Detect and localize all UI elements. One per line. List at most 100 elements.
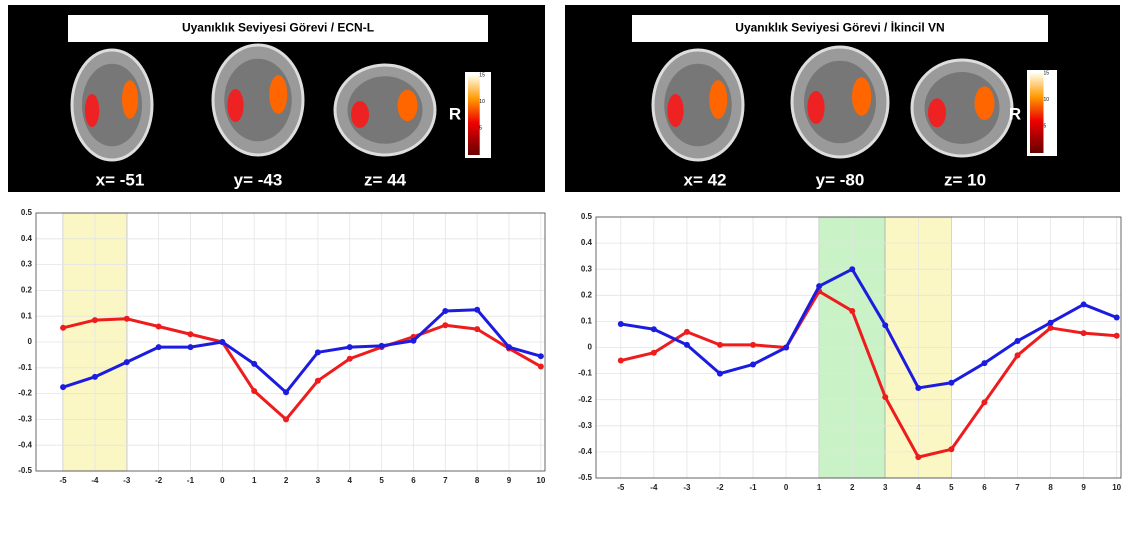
- activation: [227, 89, 243, 122]
- x-tick-label: 4: [348, 476, 353, 485]
- data-point: [379, 343, 385, 349]
- annotation: y= -43: [234, 170, 283, 189]
- y-tick-label: 0.3: [581, 264, 593, 273]
- x-tick-label: 10: [1112, 483, 1121, 492]
- data-point: [750, 361, 756, 367]
- data-point: [651, 350, 657, 356]
- y-tick-label: -0.2: [18, 389, 32, 398]
- y-tick-label: -0.5: [18, 466, 32, 475]
- data-point: [187, 344, 193, 350]
- annotation: z= 10: [944, 170, 986, 189]
- data-point: [347, 344, 353, 350]
- y-tick-label: 0: [28, 337, 33, 346]
- activation: [667, 94, 683, 127]
- x-tick-label: 8: [475, 476, 480, 485]
- x-tick-label: 10: [536, 476, 545, 485]
- colorbar-tick: 15: [1044, 70, 1050, 76]
- data-point: [92, 317, 98, 323]
- colorbar-tick: 10: [479, 99, 485, 105]
- y-tick-label: 0.2: [581, 290, 593, 299]
- data-point: [882, 394, 888, 400]
- data-point: [948, 446, 954, 452]
- x-tick-label: 7: [1015, 483, 1020, 492]
- x-tick-label: 5: [949, 483, 954, 492]
- colorbar: [468, 75, 480, 155]
- data-point: [410, 338, 416, 344]
- y-tick-label: -0.3: [18, 415, 32, 424]
- data-point: [219, 339, 225, 345]
- data-point: [1114, 314, 1120, 320]
- x-tick-label: 2: [284, 476, 289, 485]
- data-point: [1015, 338, 1021, 344]
- x-tick-label: 8: [1048, 483, 1053, 492]
- x-tick-label: 3: [316, 476, 321, 485]
- activation: [852, 77, 871, 116]
- data-point: [1114, 333, 1120, 339]
- data-point: [684, 329, 690, 335]
- data-point: [915, 385, 921, 391]
- data-point: [60, 384, 66, 390]
- x-tick-label: -4: [650, 483, 658, 492]
- y-tick-label: -0.3: [578, 421, 592, 430]
- x-tick-label: 3: [883, 483, 888, 492]
- x-tick-label: -4: [91, 476, 99, 485]
- data-point: [251, 361, 257, 367]
- data-point: [981, 360, 987, 366]
- x-tick-label: 0: [784, 483, 789, 492]
- data-point: [251, 388, 257, 394]
- x-tick-label: -2: [155, 476, 163, 485]
- activation: [928, 98, 946, 127]
- data-point: [538, 353, 544, 359]
- data-point: [187, 331, 193, 337]
- data-point: [474, 307, 480, 313]
- activation: [122, 80, 138, 119]
- x-tick-label: 6: [411, 476, 416, 485]
- activation: [398, 90, 418, 122]
- x-tick-label: 6: [982, 483, 987, 492]
- activation: [351, 101, 369, 128]
- data-point: [315, 349, 321, 355]
- y-tick-label: 0.1: [21, 311, 33, 320]
- data-point: [347, 356, 353, 362]
- annotation: R: [1009, 104, 1021, 123]
- y-tick-label: 0.5: [21, 208, 33, 217]
- data-point: [882, 322, 888, 328]
- x-tick-label: 7: [443, 476, 448, 485]
- data-point: [1081, 330, 1087, 336]
- data-point: [915, 454, 921, 460]
- data-point: [442, 308, 448, 314]
- data-point: [651, 326, 657, 332]
- annotation: R: [449, 104, 461, 123]
- y-tick-label: -0.1: [18, 363, 32, 372]
- data-point: [124, 359, 130, 365]
- x-tick-label: -5: [617, 483, 625, 492]
- x-tick-label: 1: [252, 476, 257, 485]
- y-tick-label: -0.5: [578, 473, 592, 482]
- y-tick-label: -0.4: [18, 440, 32, 449]
- x-tick-label: -1: [187, 476, 195, 485]
- activation: [269, 75, 287, 114]
- y-tick-label: 0.4: [21, 234, 33, 243]
- x-tick-label: 9: [1081, 483, 1086, 492]
- data-point: [816, 283, 822, 289]
- data-point: [849, 266, 855, 272]
- colorbar-tick: 10: [1044, 97, 1050, 103]
- annotation: y= -80: [816, 170, 865, 189]
- x-tick-label: -3: [683, 483, 691, 492]
- annotation: x= 42: [683, 170, 726, 189]
- data-point: [981, 399, 987, 405]
- data-point: [124, 316, 130, 322]
- colorbar-tick: 15: [479, 72, 485, 78]
- activation: [709, 80, 727, 119]
- activation: [807, 91, 824, 124]
- data-point: [315, 378, 321, 384]
- data-point: [1048, 325, 1054, 331]
- data-point: [506, 344, 512, 350]
- y-tick-label: 0.1: [581, 317, 593, 326]
- y-tick-label: 0.3: [21, 260, 33, 269]
- y-tick-label: 0.2: [21, 286, 33, 295]
- annotation: x= -51: [96, 170, 145, 189]
- data-point: [442, 322, 448, 328]
- data-point: [717, 342, 723, 348]
- activation: [975, 86, 995, 120]
